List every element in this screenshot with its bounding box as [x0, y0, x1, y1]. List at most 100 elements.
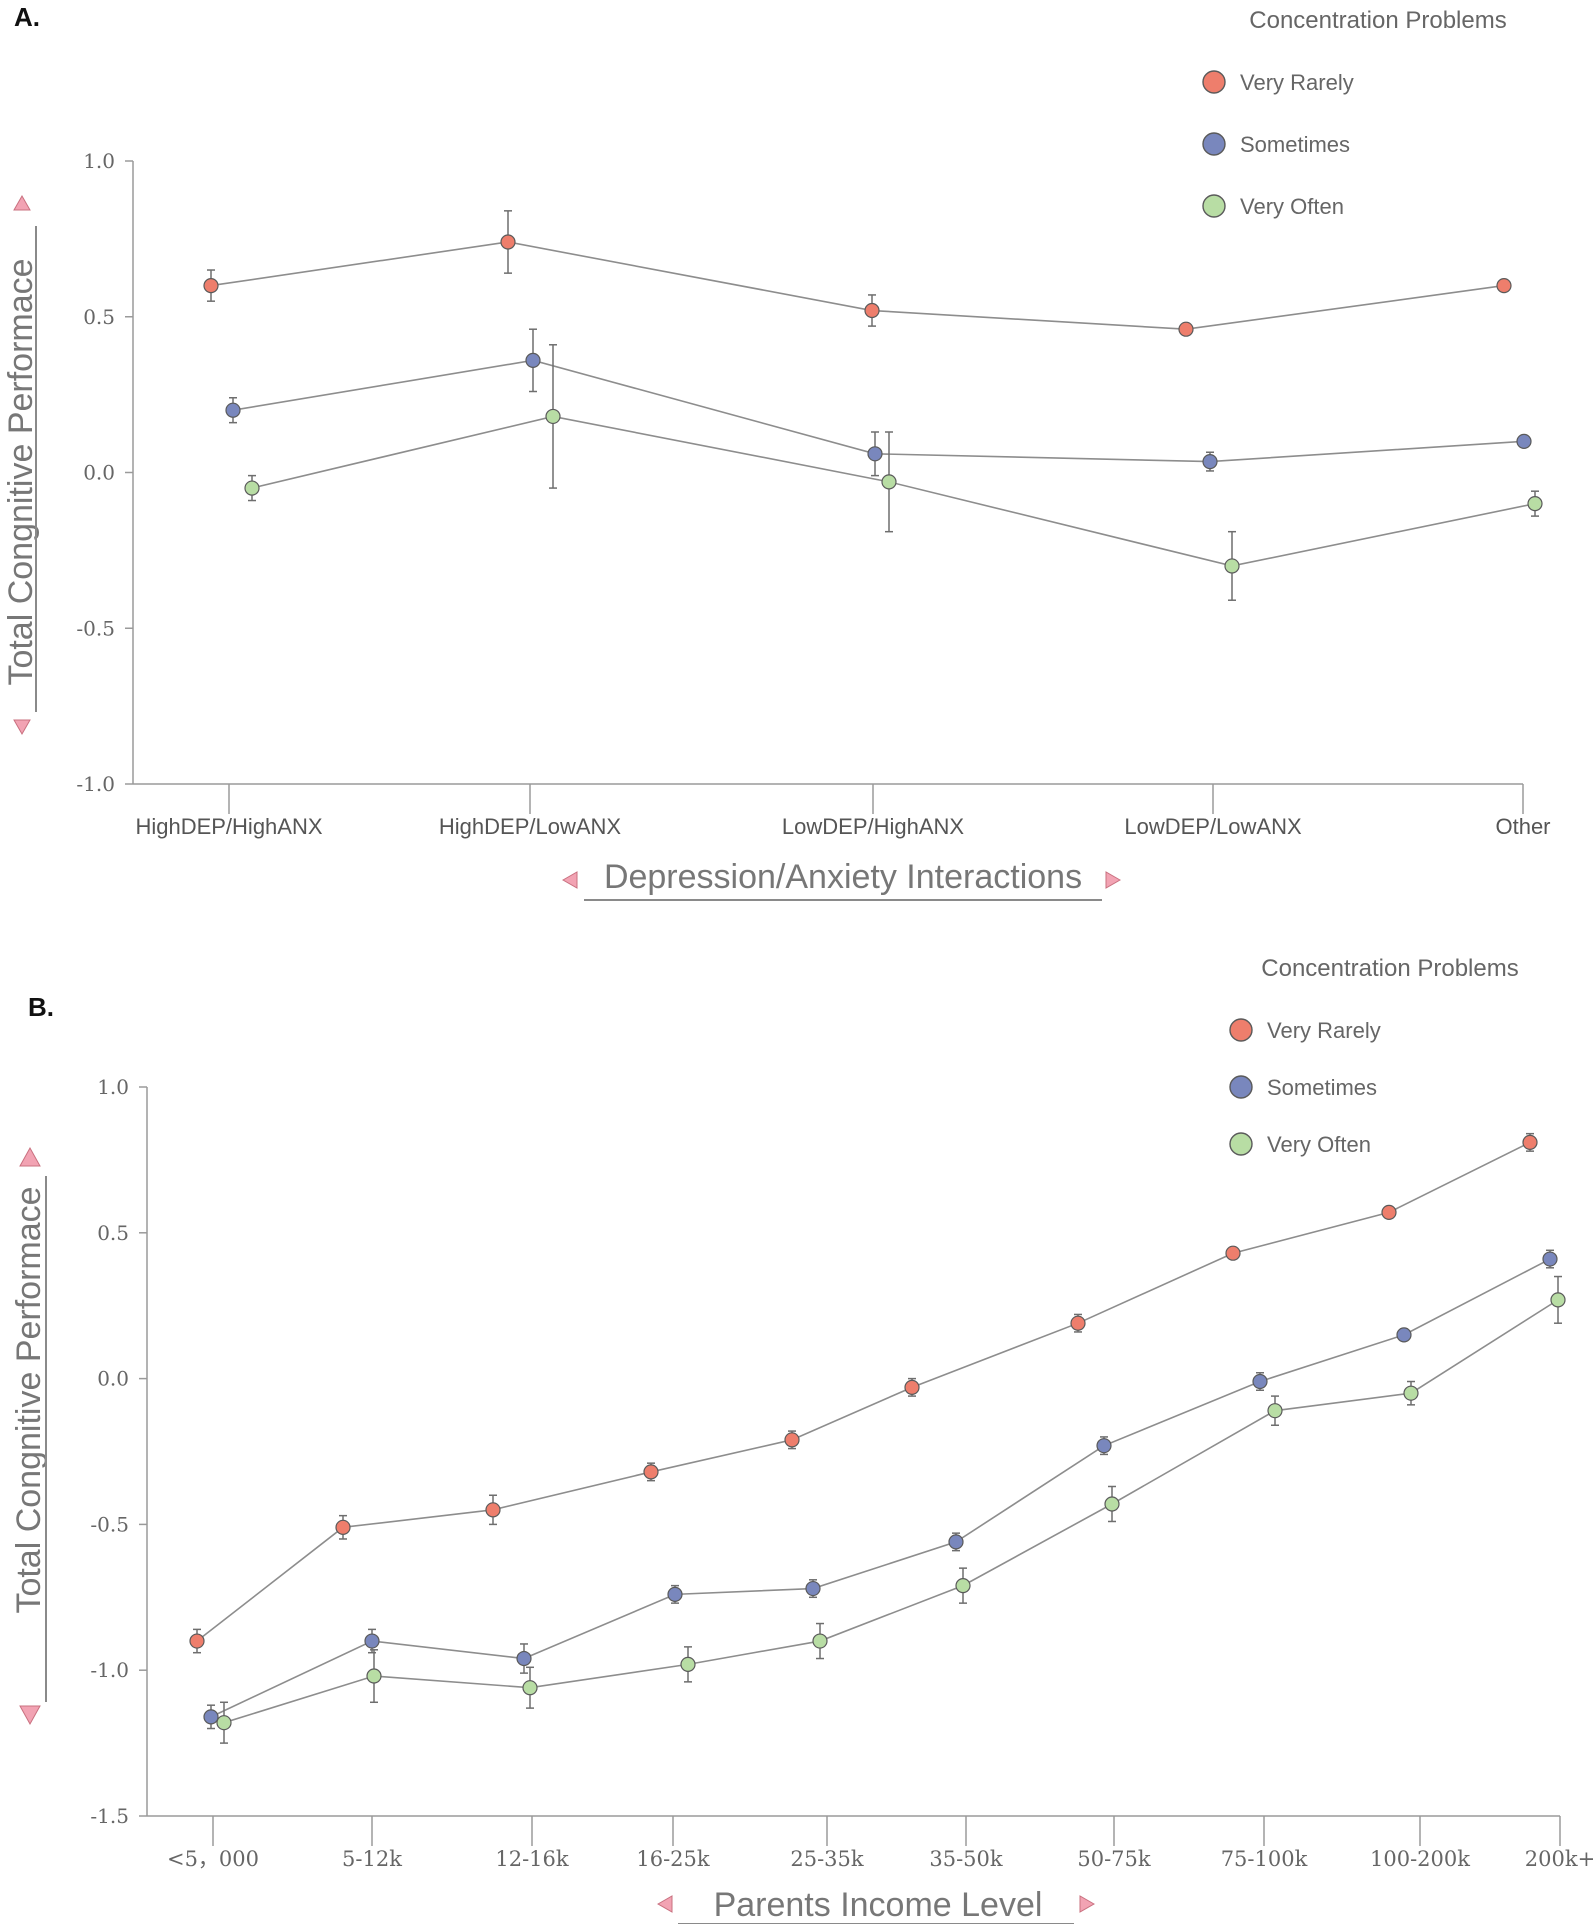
panel-a-point [203, 278, 219, 294]
panel-b-y-axis-title: Total Congnitive Performace [10, 1186, 48, 1613]
panel-b-point [189, 1633, 205, 1649]
panel-b-x-axis-title: Parents Income Level [714, 1886, 1043, 1924]
panel-b-point [335, 1519, 351, 1535]
panel-b-point [516, 1650, 532, 1667]
panel-b-y-tick-label: -0.5 [90, 1512, 129, 1536]
panel-a-point [225, 402, 241, 418]
panel-b-y-tick-label: 0.5 [97, 1221, 129, 1245]
panel-b-x-tick-label: 200k+ [1525, 1847, 1594, 1871]
panel-b-x-arrow-left-icon [656, 1895, 673, 1913]
panel-b-y-tick-label: -1.0 [90, 1658, 129, 1682]
panel-a-point [1224, 558, 1240, 574]
panel-a-point [545, 408, 561, 425]
panel-a-point [864, 302, 880, 319]
panel-b-point [522, 1680, 538, 1696]
panel-b-y-tick-label: -1.5 [90, 1804, 129, 1828]
panel-b-series-line-2 [223, 1299, 1559, 1724]
panel-b-point [1252, 1373, 1268, 1390]
panel-a-x-tick-label: LowDEP/LowANX [1124, 814, 1302, 839]
panel-b-point [364, 1633, 380, 1649]
panel-a-x-tick-label: HighDEP/LowANX [439, 814, 622, 839]
panel-a-x-axis-title: Depression/Anxiety Interactions [604, 858, 1082, 896]
panel-a-y-tick-label: -0.5 [76, 616, 115, 640]
panel-b-x-tick-label: 16-25k [636, 1847, 710, 1871]
panel-b-point [1096, 1438, 1112, 1454]
panel-a-y-axis-title: Total Congnitive Performace [2, 258, 40, 685]
panel-b-point [485, 1502, 501, 1518]
panel-b-point [1550, 1292, 1566, 1308]
panel-a-point [500, 234, 516, 250]
panel-b-x-tick-label: 50-75k [1077, 1847, 1151, 1871]
panel-a-series-line-0 [210, 241, 1505, 331]
panel-a-series-line-2 [251, 415, 1536, 567]
panel-b-x-tick-label: 75-100k [1221, 1847, 1308, 1871]
panel-a-point [867, 446, 883, 462]
panel-b-x-tick-label: 100-200k [1370, 1847, 1470, 1871]
panel-a-x-arrow-left-icon [561, 871, 578, 889]
panel-b-legend-marker-0 [1229, 1018, 1253, 1042]
panel-a-legend-marker-1 [1202, 132, 1226, 156]
panel-b-point [904, 1379, 920, 1395]
panel-b-point [203, 1709, 219, 1725]
panel-a-x-tick-label: LowDEP/HighANX [782, 814, 965, 839]
panel-a-legend-title: Concentration Problems [1249, 7, 1506, 34]
panel-a-y-arrow-down-icon [13, 719, 31, 736]
panel-b-legend-label-1: Sometimes [1267, 1075, 1377, 1100]
panel-b-point [1542, 1251, 1558, 1267]
panel-a-point [1202, 453, 1218, 470]
panel-a-label: A. [14, 2, 40, 32]
panel-a-point [1496, 278, 1512, 294]
panel-a-y-arrow-up-icon [13, 194, 31, 211]
panel-b-point [948, 1534, 964, 1550]
panel-b-legend-title: Concentration Problems [1261, 955, 1518, 982]
panel-a-y-tick-label: 0.5 [83, 305, 115, 329]
panel-a-point [1527, 496, 1543, 512]
panel-b-x-tick-label: 5-12k [342, 1847, 402, 1871]
panel-b-x-tick-label: <5，000 [167, 1847, 259, 1871]
panel-b-point [667, 1586, 683, 1602]
panel-b-point [955, 1578, 971, 1594]
panel-a-plot: 1.0 0.5 0.0 -0.5 -1.0 HighDEP/HighANX HighDEP/… [76, 70, 1550, 839]
panel-a-legend-label-0: Very Rarely [1240, 70, 1354, 95]
panel-b-x-tick-label: 25-35k [790, 1847, 864, 1871]
panel-b-point [812, 1633, 828, 1649]
panel-b-point [1522, 1134, 1538, 1151]
panel-a-x-arrow-right-icon [1105, 871, 1122, 889]
panel-a-legend-label-2: Very Often [1240, 194, 1344, 219]
panel-b-y-tick-label: 0.0 [97, 1367, 129, 1391]
panel-b-point [643, 1464, 659, 1480]
panel-a-point [1178, 321, 1194, 337]
panel-b-legend-label-2: Very Often [1267, 1132, 1371, 1157]
panel-a-y-tick-label: -1.0 [76, 772, 115, 796]
panel-a-point [525, 352, 541, 368]
panel-a-point [881, 474, 897, 490]
panel-b-legend-marker-2 [1229, 1132, 1253, 1156]
panel-b-point [784, 1432, 800, 1448]
panel-a-y-tick-label: 0.0 [83, 461, 115, 485]
panel-b-point [1267, 1403, 1283, 1419]
panel-b-point [1403, 1385, 1419, 1401]
panel-a-legend-marker-2 [1202, 194, 1226, 218]
panel-b-x-tick-label: 35-50k [929, 1847, 1003, 1871]
panel-a-legend-marker-0 [1202, 70, 1226, 94]
panel-b-x-arrow-right-icon [1079, 1895, 1096, 1913]
panel-b-y-arrow-up-icon [19, 1146, 41, 1167]
panel-b-point [805, 1580, 821, 1597]
panel-b-series-line-0 [196, 1141, 1531, 1642]
panel-b-point [680, 1656, 696, 1672]
panel-b-y-arrow-down-icon [19, 1705, 41, 1726]
panel-b-point [1396, 1327, 1412, 1343]
panel-b-point [1381, 1204, 1397, 1220]
panel-b-point [1225, 1245, 1241, 1261]
panel-b-legend-label-0: Very Rarely [1267, 1018, 1381, 1043]
panel-b-point [366, 1668, 382, 1684]
panel-a-y-tick-label: 1.0 [83, 149, 115, 173]
panel-a-x-tick-label: Other [1495, 814, 1550, 839]
panel-a-point [1516, 433, 1532, 449]
panel-b-plot: 1.0 0.5 0.0 -0.5 -1.0 -1.5 <5，000 5-12k 12-16k 16… [90, 1018, 1594, 1871]
panel-a-x-tick-label: HighDEP/HighANX [135, 814, 322, 839]
panel-b-x-tick-label: 12-16k [495, 1847, 569, 1871]
panel-b-legend-marker-1 [1229, 1075, 1253, 1099]
panel-b-point [1104, 1496, 1120, 1512]
